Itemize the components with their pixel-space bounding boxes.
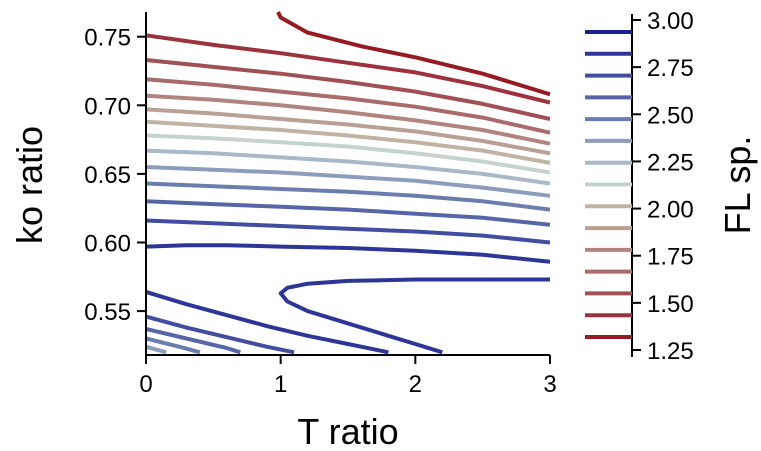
y-axis-title: ko ratio: [9, 126, 50, 244]
contour-line-18: [145, 336, 201, 355]
y-tick-label: 0.60: [84, 230, 131, 257]
colorbar-tick-label: 1.50: [647, 291, 694, 318]
colorbar-ticks: 3.00 2.75 2.50 2.25 2.00 1.75 1.50 1.25: [632, 8, 694, 365]
contour-line-11: [145, 199, 551, 227]
contour-line-1: [145, 33, 551, 105]
contour-line-19: [145, 344, 167, 355]
contour-line-4: [145, 93, 551, 146]
contour-line-0: [276, 11, 551, 97]
contour-line-3: [145, 77, 551, 135]
x-tick-label: 3: [543, 371, 556, 398]
contour-line-16: [145, 314, 295, 355]
contour-line-5: [145, 107, 551, 156]
colorbar-tick-label: 1.25: [647, 338, 694, 365]
colorbar-swatches: [585, 30, 632, 339]
contour-line-7: [145, 133, 551, 175]
y-tick-label: 0.55: [84, 299, 131, 326]
contour-line-6: [145, 119, 551, 165]
colorbar-tick-label: 2.75: [647, 55, 694, 82]
y-tick-label: 0.75: [84, 25, 131, 52]
colorbar-tick-label: 2.25: [647, 149, 694, 176]
colorbar-tick-label: 3.00: [647, 8, 694, 35]
contour-line-13: [145, 243, 551, 264]
contour-lines: [145, 11, 551, 355]
contour-line-10: [145, 181, 551, 212]
colorbar-tick-label: 1.75: [647, 244, 694, 271]
contour-line-2: [145, 58, 551, 121]
colorbar-tick-label: 2.50: [647, 102, 694, 129]
x-tick-label: 0: [139, 371, 152, 398]
y-tick-label: 0.65: [84, 162, 131, 189]
contour-line-9: [145, 165, 551, 198]
contour-line-14: [278, 277, 550, 355]
x-tick-label: 2: [409, 371, 422, 398]
y-axis-ticks: 0.55 0.60 0.65 0.70 0.75: [84, 25, 146, 326]
x-tick-label: 1: [274, 371, 287, 398]
contour-line-12: [145, 218, 551, 245]
x-axis-ticks: 0 1 2 3: [139, 355, 557, 398]
colorbar-label: FL sp.: [717, 136, 758, 235]
contour-line-15: [145, 289, 389, 355]
colorbar-tick-label: 2.00: [647, 197, 694, 224]
colorbar: 3.00 2.75 2.50 2.25 2.00 1.75 1.50 1.25 FL sp.: [585, 8, 758, 365]
x-axis-title: T ratio: [297, 411, 398, 451]
y-tick-label: 0.70: [84, 93, 131, 120]
contour-line-8: [145, 148, 551, 186]
contour-line-17: [145, 326, 241, 355]
